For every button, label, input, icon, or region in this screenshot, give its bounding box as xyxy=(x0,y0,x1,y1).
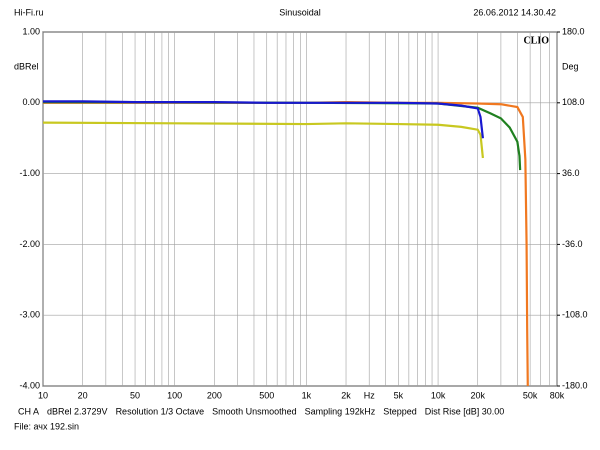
grid xyxy=(42,31,558,387)
footer-item: Stepped xyxy=(383,406,417,416)
series-line xyxy=(43,100,484,139)
header-right: 26.06.2012 14.30.42 xyxy=(473,7,556,17)
file-name: File: ачх 192.sin xyxy=(14,421,79,431)
x-tick-label: 10k xyxy=(431,390,446,400)
x-tick-label: 50k xyxy=(523,390,538,400)
y-tick-label: -1.00 xyxy=(19,168,40,178)
y2-tick-label: -108.0 xyxy=(562,310,588,320)
header-center: Sinusoidal xyxy=(279,7,321,17)
x-tick-label: 500 xyxy=(259,390,274,400)
y-tick-label: -2.00 xyxy=(19,239,40,249)
footer-item: dBRel 2.3729V xyxy=(47,406,108,416)
x-tick-label: 20 xyxy=(78,390,88,400)
x-tick-label: Hz xyxy=(364,390,375,400)
y2-tick-label: -36.0 xyxy=(562,239,583,249)
footer-item: Smooth Unsmoothed xyxy=(212,406,297,416)
x-tick-label: 80k xyxy=(550,390,565,400)
footer-item: Dist Rise [dB] 30.00 xyxy=(425,406,505,416)
y-tick-label: 1.00 xyxy=(22,26,40,36)
y-tick-label: 0.00 xyxy=(22,97,40,107)
header-left: Hi-Fi.ru xyxy=(14,7,44,17)
x-tick-label: 50 xyxy=(130,390,140,400)
footer-item: CH A xyxy=(18,406,39,416)
y2-axis-label: Deg xyxy=(562,61,579,71)
y2-tick-label: -180.0 xyxy=(562,380,588,390)
footer-item: Resolution 1/3 Octave xyxy=(116,406,205,416)
plot-frame xyxy=(42,31,558,387)
x-tick-label: 100 xyxy=(167,390,182,400)
y-tick-label: -4.00 xyxy=(19,380,40,390)
x-tick-label: 2k xyxy=(341,390,351,400)
x-tick-label: 20k xyxy=(470,390,485,400)
footer: CH A dBRel 2.3729V Resolution 1/3 Octave Sm… xyxy=(18,406,504,416)
x-tick-label: 200 xyxy=(207,390,222,400)
x-tick-label: 10 xyxy=(38,390,48,400)
footer-item: Sampling 192kHz xyxy=(305,406,376,416)
series-line xyxy=(43,121,484,159)
y-tick-label: -3.00 xyxy=(19,310,40,320)
y-axis-label: dBRel xyxy=(14,61,39,71)
brand: CLIO xyxy=(523,35,549,46)
y2-tick-label: 180.0 xyxy=(562,26,585,36)
x-tick-label: 5k xyxy=(394,390,404,400)
y2-tick-label: 108.0 xyxy=(562,97,585,107)
x-tick-label: 1k xyxy=(302,390,312,400)
y2-tick-label: 36.0 xyxy=(562,168,580,178)
